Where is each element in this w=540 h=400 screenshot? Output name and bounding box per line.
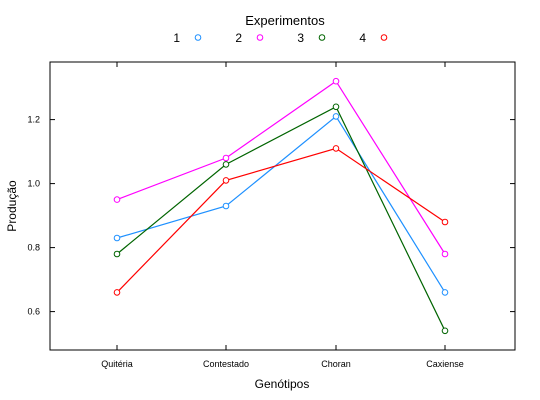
series-line-2 <box>116 80 446 255</box>
legend-item-4: 4 <box>359 31 388 45</box>
data-point <box>332 103 340 111</box>
x-tick-label-caxiense: Caxiense <box>426 359 464 369</box>
legend-label: 2 <box>235 31 242 45</box>
legend-item-3: 3 <box>297 31 326 45</box>
data-point <box>441 250 449 258</box>
series-3 <box>113 103 449 335</box>
legend-item-2: 2 <box>235 31 264 45</box>
data-point <box>441 327 449 335</box>
legend: 1 2 3 4 <box>173 31 388 45</box>
data-point <box>113 250 121 258</box>
data-point <box>222 202 230 210</box>
data-point <box>332 77 340 85</box>
series-line-3 <box>116 105 446 332</box>
legend-label: 3 <box>297 31 304 45</box>
data-point <box>222 161 230 168</box>
series-4 <box>113 145 449 296</box>
x-axis-label: Genótipos <box>255 377 310 391</box>
y-tick-label-1-0: 1.0 <box>27 179 40 189</box>
data-point <box>113 289 121 296</box>
y-tick-label-1-2: 1.2 <box>27 115 40 125</box>
y-tick-label-0-8: 0.8 <box>27 243 40 253</box>
legend-item-1: 1 <box>173 31 202 45</box>
data-point <box>113 196 121 203</box>
series-line-4 <box>116 147 446 293</box>
series-line-1 <box>116 115 446 293</box>
series-group <box>113 77 449 335</box>
legend-marker <box>318 34 326 41</box>
data-point <box>441 289 449 296</box>
data-point <box>222 154 230 162</box>
plot-frame <box>49 61 516 351</box>
data-point <box>441 218 449 226</box>
legend-marker <box>380 34 388 41</box>
data-point <box>332 145 340 152</box>
x-tick-label-contestado: Contestado <box>203 359 249 369</box>
legend-label: 4 <box>359 31 366 45</box>
legend-marker <box>256 34 264 41</box>
series-2 <box>113 77 449 258</box>
x-axis: Quitéria Contestado Choran Caxiense <box>101 62 464 369</box>
y-tick-label-0-6: 0.6 <box>27 307 40 317</box>
data-point <box>332 113 340 120</box>
legend-label: 1 <box>173 31 180 45</box>
legend-title: Experimentos <box>245 13 325 28</box>
series-1 <box>113 113 449 296</box>
legend-marker <box>194 34 202 41</box>
y-axis: 0.6 0.8 1.0 1.2 <box>27 115 515 317</box>
y-axis-label: Produção <box>5 180 19 232</box>
data-point <box>222 177 230 184</box>
x-tick-label-choran: Choran <box>321 359 351 369</box>
x-tick-label-quiteria: Quitéria <box>101 359 133 369</box>
data-point <box>113 234 121 242</box>
